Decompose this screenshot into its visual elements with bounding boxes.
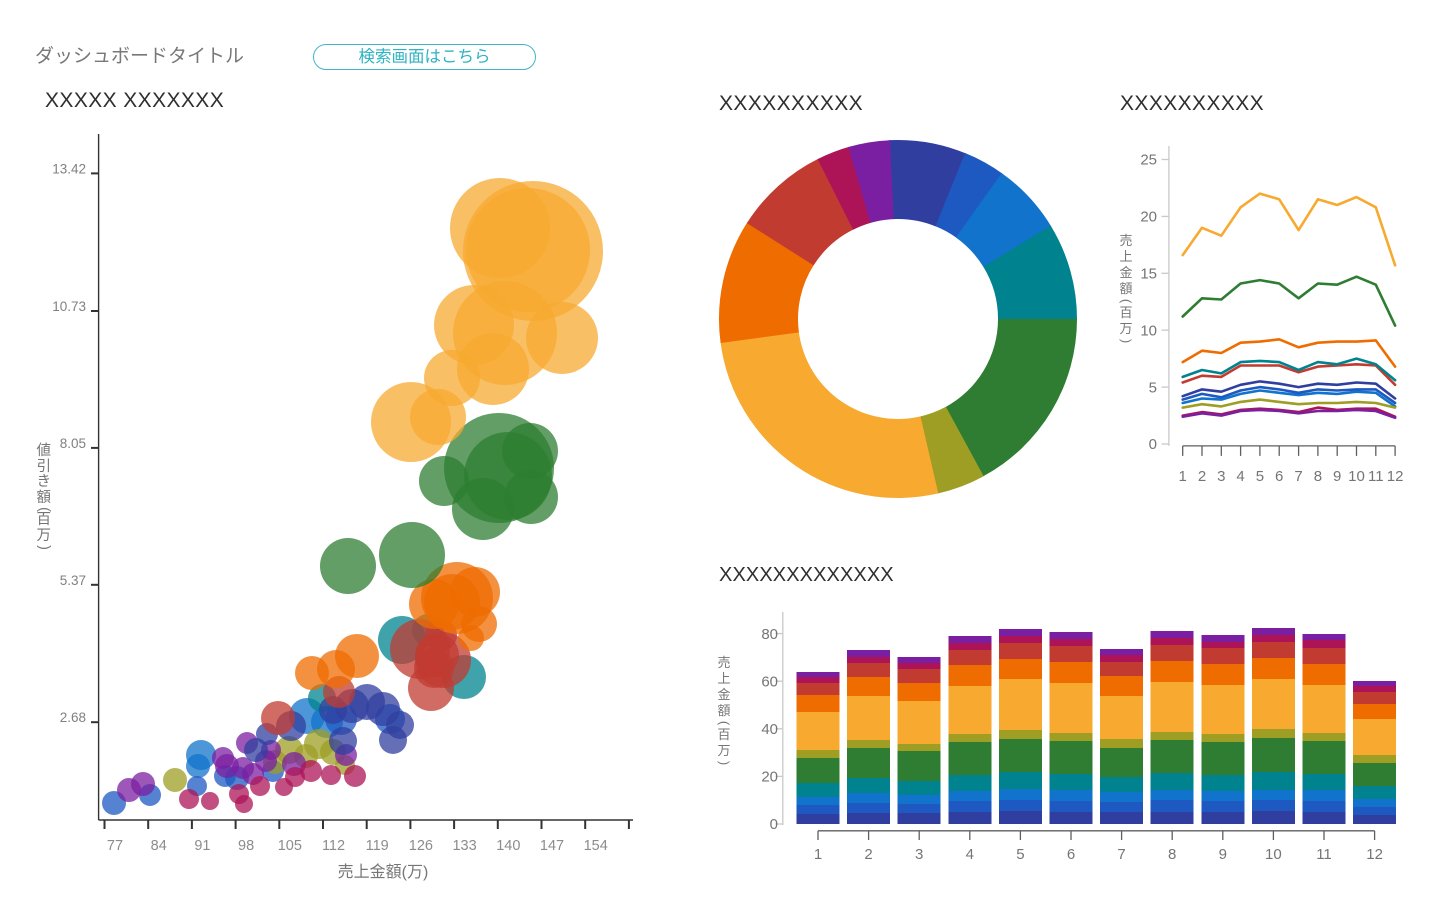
svg-text:11: 11 bbox=[1316, 846, 1332, 863]
svg-text:154: 154 bbox=[584, 838, 608, 854]
svg-text:77: 77 bbox=[107, 838, 123, 854]
svg-text:8: 8 bbox=[1168, 846, 1176, 863]
svg-text:3: 3 bbox=[915, 846, 923, 863]
svg-text:2: 2 bbox=[864, 846, 872, 863]
svg-text:133: 133 bbox=[452, 838, 476, 854]
svg-text:8: 8 bbox=[1314, 468, 1322, 485]
svg-text:5: 5 bbox=[1149, 379, 1157, 396]
svg-text:1: 1 bbox=[1179, 468, 1187, 485]
svg-text:15: 15 bbox=[1140, 266, 1157, 283]
svg-text:0: 0 bbox=[1149, 436, 1157, 453]
svg-text:7: 7 bbox=[1294, 468, 1302, 485]
svg-text:4: 4 bbox=[966, 846, 974, 863]
svg-text:2: 2 bbox=[1198, 468, 1206, 485]
svg-text:12: 12 bbox=[1366, 846, 1383, 863]
svg-text:5: 5 bbox=[1256, 468, 1264, 485]
svg-text:4: 4 bbox=[1236, 468, 1244, 485]
svg-text:6: 6 bbox=[1067, 846, 1075, 863]
svg-text:80: 80 bbox=[761, 626, 778, 643]
svg-text:112: 112 bbox=[322, 838, 345, 854]
svg-text:1: 1 bbox=[814, 846, 822, 863]
svg-text:20: 20 bbox=[761, 769, 778, 786]
svg-text:40: 40 bbox=[761, 721, 778, 738]
svg-text:119: 119 bbox=[366, 838, 389, 854]
svg-text:10: 10 bbox=[1348, 468, 1365, 485]
svg-text:84: 84 bbox=[151, 838, 167, 854]
svg-text:126: 126 bbox=[409, 838, 433, 854]
svg-text:5.37: 5.37 bbox=[60, 573, 86, 588]
svg-text:13.42: 13.42 bbox=[52, 161, 86, 176]
svg-text:105: 105 bbox=[278, 838, 302, 854]
svg-text:7: 7 bbox=[1117, 846, 1125, 863]
svg-text:5: 5 bbox=[1016, 846, 1024, 863]
svg-text:10: 10 bbox=[1265, 846, 1282, 863]
svg-text:12: 12 bbox=[1387, 468, 1404, 485]
svg-text:20: 20 bbox=[1140, 209, 1157, 226]
svg-text:60: 60 bbox=[761, 673, 778, 690]
svg-text:147: 147 bbox=[540, 838, 564, 854]
svg-text:3: 3 bbox=[1217, 468, 1225, 485]
svg-text:売上金額(万): 売上金額(万) bbox=[338, 863, 429, 881]
svg-text:10.73: 10.73 bbox=[52, 299, 86, 314]
svg-text:2.68: 2.68 bbox=[60, 710, 86, 725]
svg-text:25: 25 bbox=[1140, 152, 1157, 169]
svg-text:91: 91 bbox=[194, 838, 210, 854]
svg-text:8.05: 8.05 bbox=[60, 436, 86, 451]
svg-text:6: 6 bbox=[1275, 468, 1283, 485]
svg-text:11: 11 bbox=[1368, 468, 1384, 485]
svg-text:9: 9 bbox=[1219, 846, 1227, 863]
svg-text:10: 10 bbox=[1140, 322, 1157, 339]
svg-text:140: 140 bbox=[496, 838, 520, 854]
svg-text:0: 0 bbox=[770, 816, 778, 833]
svg-text:98: 98 bbox=[238, 838, 254, 854]
svg-text:9: 9 bbox=[1333, 468, 1341, 485]
